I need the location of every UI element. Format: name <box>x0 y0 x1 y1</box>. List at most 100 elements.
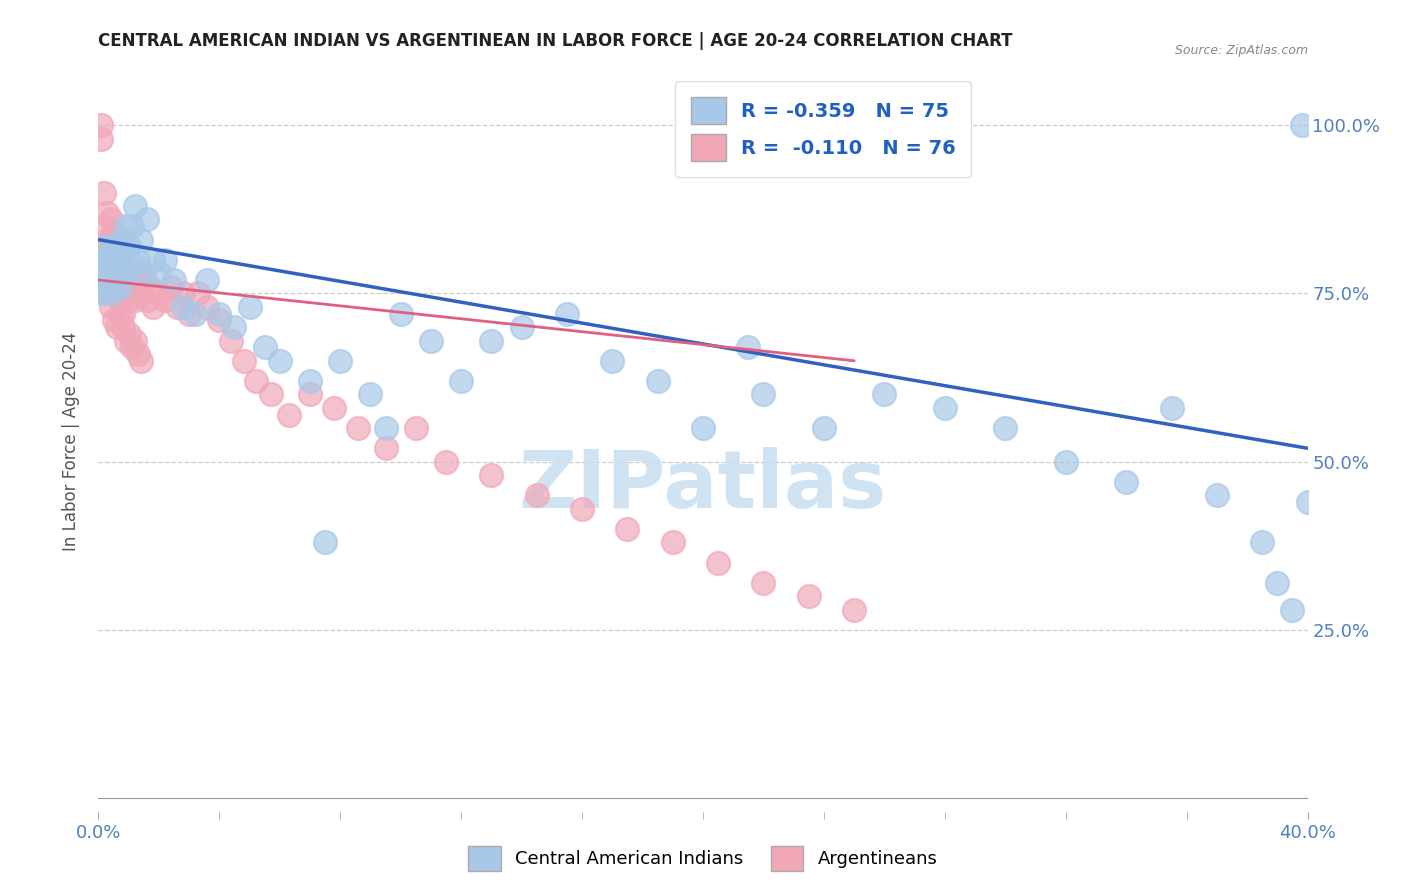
Point <box>118 239 141 253</box>
Point <box>93 266 115 280</box>
Point <box>90 286 112 301</box>
Point <box>172 286 194 301</box>
Point <box>172 300 194 314</box>
Point <box>114 279 136 293</box>
Point <box>100 260 122 274</box>
Point <box>1296 495 1319 509</box>
Point <box>1267 575 1289 590</box>
Point <box>1054 455 1077 469</box>
Point <box>813 421 835 435</box>
Point <box>844 603 866 617</box>
Point <box>103 313 125 327</box>
Point <box>994 421 1017 435</box>
Point <box>121 279 143 293</box>
Point <box>602 353 624 368</box>
Point <box>239 300 262 314</box>
Point <box>132 266 155 280</box>
Point <box>96 205 118 219</box>
Point <box>103 279 125 293</box>
Point <box>100 212 122 227</box>
Point <box>90 118 112 132</box>
Point <box>260 387 283 401</box>
Point <box>118 293 141 308</box>
Point <box>555 307 578 321</box>
Point <box>737 340 759 354</box>
Point <box>1206 488 1229 502</box>
Point <box>245 374 267 388</box>
Point <box>105 239 128 253</box>
Point <box>96 239 118 253</box>
Point <box>934 401 956 415</box>
Point <box>148 286 170 301</box>
Point <box>105 252 128 267</box>
Point <box>114 266 136 280</box>
Point <box>163 273 186 287</box>
Point <box>124 293 146 308</box>
Point <box>187 286 209 301</box>
Point <box>329 353 352 368</box>
Point <box>111 320 134 334</box>
Point <box>127 347 149 361</box>
Point <box>100 273 122 287</box>
Text: CENTRAL AMERICAN INDIAN VS ARGENTINEAN IN LABOR FORCE | AGE 20-24 CORRELATION CH: CENTRAL AMERICAN INDIAN VS ARGENTINEAN I… <box>98 32 1012 50</box>
Point <box>616 522 638 536</box>
Point <box>481 334 503 348</box>
Point <box>1251 535 1274 549</box>
Point <box>124 199 146 213</box>
Point <box>481 468 503 483</box>
Point <box>195 300 218 314</box>
Point <box>105 266 128 280</box>
Point <box>118 273 141 287</box>
Point <box>277 408 299 422</box>
Point <box>100 239 122 253</box>
Point <box>510 320 533 334</box>
Point <box>873 387 896 401</box>
Point <box>221 334 243 348</box>
Point <box>208 307 231 321</box>
Point <box>105 239 128 253</box>
Point <box>208 313 231 327</box>
Point <box>224 320 246 334</box>
Point <box>96 252 118 267</box>
Point <box>111 266 134 280</box>
Point <box>100 300 122 314</box>
Point <box>93 279 115 293</box>
Point <box>108 307 131 321</box>
Point <box>707 556 730 570</box>
Point <box>434 455 457 469</box>
Point <box>450 374 472 388</box>
Point <box>93 252 115 267</box>
Point <box>129 353 152 368</box>
Point <box>118 326 141 341</box>
Y-axis label: In Labor Force | Age 20-24: In Labor Force | Age 20-24 <box>62 332 80 551</box>
Point <box>323 401 346 415</box>
Point <box>96 286 118 301</box>
Point <box>108 279 131 293</box>
Point <box>347 421 370 435</box>
Point <box>752 387 775 401</box>
Point <box>127 252 149 267</box>
Point <box>114 266 136 280</box>
Point <box>142 252 165 267</box>
Point <box>100 246 122 260</box>
Point <box>96 266 118 280</box>
Point <box>103 266 125 280</box>
Point <box>127 266 149 280</box>
Point <box>121 219 143 234</box>
Point <box>96 252 118 267</box>
Text: Source: ZipAtlas.com: Source: ZipAtlas.com <box>1174 44 1308 56</box>
Point <box>132 273 155 287</box>
Point <box>647 374 669 388</box>
Point <box>139 279 162 293</box>
Point <box>105 266 128 280</box>
Point <box>93 186 115 200</box>
Point <box>299 374 322 388</box>
Point <box>108 293 131 308</box>
Legend: R = -0.359   N = 75, R =  -0.110   N = 76: R = -0.359 N = 75, R = -0.110 N = 76 <box>675 81 972 177</box>
Point <box>111 246 134 260</box>
Point <box>111 307 134 321</box>
Point <box>118 252 141 267</box>
Point <box>661 535 683 549</box>
Point <box>360 387 382 401</box>
Point <box>195 273 218 287</box>
